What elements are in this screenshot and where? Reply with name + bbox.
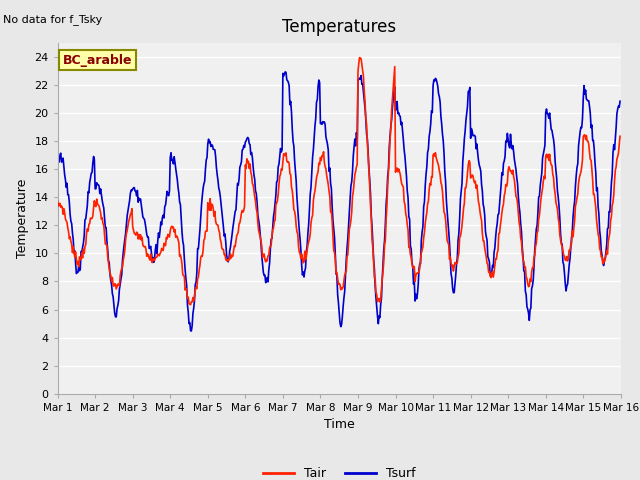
Legend: Tair, Tsurf: Tair, Tsurf [258,462,420,480]
Title: Temperatures: Temperatures [282,18,396,36]
Text: BC_arable: BC_arable [63,54,132,67]
Text: No data for f_Tsky: No data for f_Tsky [3,14,102,25]
X-axis label: Time: Time [324,418,355,431]
Y-axis label: Temperature: Temperature [16,179,29,258]
